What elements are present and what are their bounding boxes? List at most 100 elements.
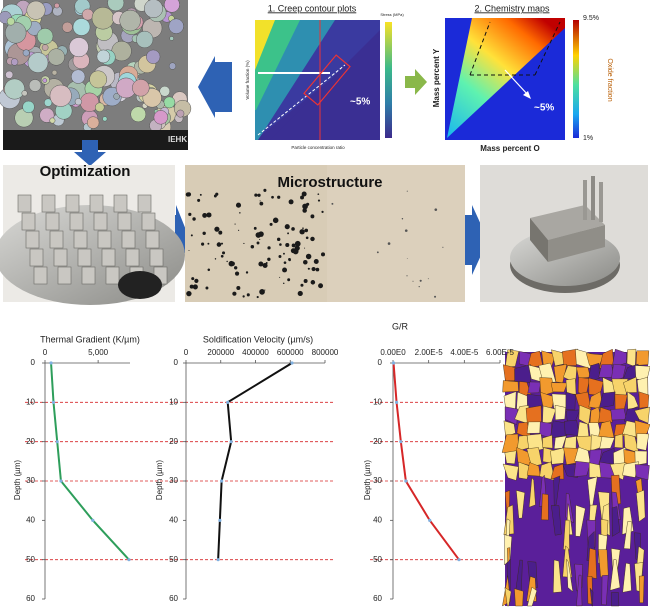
pore — [287, 232, 290, 235]
pore — [254, 193, 258, 197]
y-tick-label: 10 — [373, 397, 382, 406]
point — [391, 361, 396, 365]
pore — [234, 223, 236, 225]
pore — [235, 202, 242, 208]
cube — [69, 212, 84, 231]
grain — [562, 348, 578, 366]
pore — [264, 289, 266, 291]
pore — [269, 222, 273, 226]
grain — [610, 363, 627, 382]
pore — [188, 212, 192, 216]
pore — [243, 242, 245, 245]
grain — [563, 519, 570, 550]
particle — [91, 6, 115, 30]
cube — [121, 230, 136, 249]
grain — [502, 380, 519, 393]
pore — [311, 266, 316, 272]
colorbar-label: Stress (MPa) — [380, 12, 404, 17]
pore — [376, 251, 379, 254]
particle — [70, 69, 86, 84]
particle — [36, 28, 54, 45]
pore — [292, 248, 299, 255]
pore — [304, 228, 309, 233]
pore — [283, 261, 287, 264]
pore — [418, 286, 420, 288]
cube — [93, 212, 108, 231]
grain — [622, 461, 639, 478]
x-tick-label: 800000 — [312, 348, 339, 357]
pore — [202, 213, 208, 218]
pore — [206, 212, 212, 218]
cube — [149, 248, 164, 267]
pore — [228, 260, 235, 267]
particle — [6, 17, 15, 26]
point — [51, 400, 56, 404]
grain — [540, 391, 555, 411]
cube — [113, 194, 128, 213]
grain — [550, 382, 568, 393]
line — [392, 362, 460, 561]
particle — [102, 116, 108, 122]
y-axis-label: Depth (µm) — [155, 460, 164, 501]
grain — [587, 547, 597, 579]
particle — [163, 96, 176, 109]
particle — [130, 106, 147, 123]
pore — [236, 285, 241, 290]
pore — [220, 242, 224, 245]
pore — [186, 290, 192, 297]
grain — [576, 366, 591, 379]
chart-title: G/R — [392, 321, 409, 331]
cube — [53, 248, 68, 267]
pore — [318, 283, 324, 289]
point — [290, 361, 294, 365]
pore — [207, 242, 210, 245]
grain — [634, 406, 650, 424]
pore — [202, 231, 206, 235]
pore — [288, 199, 294, 205]
arrow — [405, 69, 427, 95]
grain — [639, 575, 645, 603]
grain — [638, 391, 650, 409]
grain — [501, 433, 519, 453]
particle — [153, 110, 168, 125]
particle — [94, 102, 105, 113]
pore — [305, 236, 309, 240]
grain — [550, 420, 568, 439]
pore — [186, 192, 192, 197]
pore — [277, 195, 281, 199]
pore — [282, 267, 288, 273]
grain — [614, 433, 624, 449]
line — [217, 362, 293, 560]
chart-title: Thermal Gradient (K/µm) — [40, 334, 140, 344]
grain — [563, 436, 577, 450]
y-tick-label: 50 — [26, 555, 35, 564]
pore — [259, 200, 261, 202]
point — [226, 400, 230, 404]
y-tick-label: 0 — [31, 358, 36, 367]
y-axis-label: Mass percent Y — [432, 48, 441, 107]
pore — [279, 243, 282, 246]
pore — [271, 195, 274, 199]
pore — [294, 240, 301, 247]
x-tick-label: 0 — [184, 348, 189, 357]
pore — [300, 283, 304, 287]
pore — [197, 198, 201, 202]
pore — [188, 249, 190, 251]
particle — [5, 70, 14, 79]
grain — [611, 506, 621, 537]
point — [91, 518, 95, 522]
pore — [303, 279, 308, 284]
arrow — [198, 56, 232, 118]
cube — [73, 230, 88, 249]
particle — [68, 37, 89, 58]
pore — [214, 258, 217, 260]
pore — [288, 257, 291, 261]
pore — [234, 266, 238, 270]
point — [49, 361, 53, 365]
particle — [22, 100, 35, 114]
particle — [49, 84, 72, 107]
cube — [45, 212, 60, 231]
pore — [239, 212, 241, 214]
grain — [623, 376, 638, 393]
y-tick-label: 40 — [373, 515, 382, 524]
